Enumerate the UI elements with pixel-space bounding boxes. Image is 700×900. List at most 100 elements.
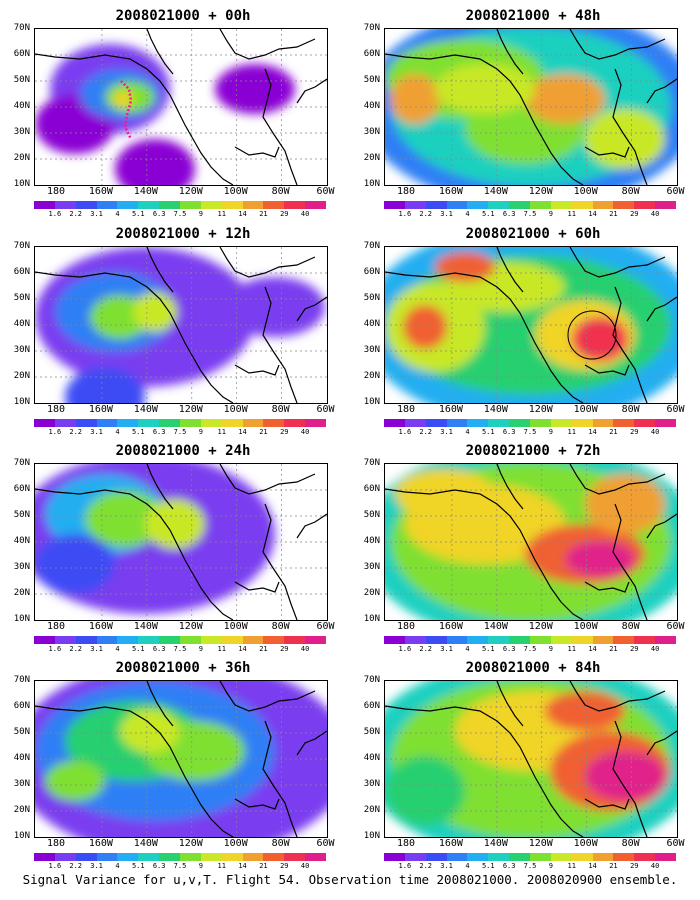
colorbar-swatch — [592, 419, 614, 427]
lon-tick-label: 120W — [528, 404, 553, 415]
colorbar-swatch — [96, 636, 118, 644]
lon-tick-label: 120W — [528, 838, 553, 849]
lon-tick-label: 80W — [621, 621, 640, 632]
lon-tick-label: 160W — [438, 621, 463, 632]
colorbar-label: 21 — [259, 862, 268, 870]
colorbar-label: 6.3 — [502, 862, 516, 870]
variance-contour — [120, 709, 180, 753]
colorbar-label: 40 — [650, 862, 660, 870]
colorbar-swatch — [34, 636, 55, 644]
colorbar-swatch — [634, 419, 656, 427]
variance-contour — [215, 64, 295, 114]
colorbar-label: 4 — [115, 645, 120, 653]
variance-contour — [395, 469, 495, 519]
colorbar-label: 11 — [217, 428, 226, 436]
colorbar-label: 21 — [609, 862, 618, 870]
colorbar-swatch — [634, 636, 656, 644]
lat-tick-label: 30N — [363, 779, 380, 789]
coastline — [35, 271, 234, 403]
colorbar-label: 5.1 — [131, 645, 145, 653]
variance-contour — [145, 499, 205, 549]
variance-contour — [585, 751, 665, 801]
variance-contour — [35, 534, 115, 594]
lat-tick-label: 60N — [363, 267, 380, 277]
coastline — [146, 247, 174, 293]
colorbar-swatch — [54, 419, 76, 427]
colorbar-swatch — [613, 636, 635, 644]
colorbar-swatch — [509, 201, 531, 209]
coastline — [262, 720, 298, 837]
variance-contour — [435, 252, 495, 282]
colorbar-label: 7.5 — [173, 210, 187, 218]
colorbar-label: 40 — [650, 645, 660, 653]
lon-tick-label: 60W — [666, 186, 685, 197]
colorbar-swatch — [284, 636, 306, 644]
lon-tick-label: 180 — [46, 186, 66, 197]
colorbar-label: 2.2 — [419, 645, 433, 653]
lat-tick-label: 50N — [363, 293, 380, 303]
colorbar-swatch — [159, 636, 181, 644]
colorbar-swatch — [425, 419, 447, 427]
coastline — [146, 29, 174, 75]
lon-tick-label: 60W — [666, 838, 685, 849]
coastline — [646, 78, 677, 104]
colorbar-swatch — [96, 201, 118, 209]
colorbar-swatch — [425, 853, 447, 861]
colorbar-label: 9 — [548, 645, 553, 653]
figure-caption: Signal Variance for u,v,T. Flight 54. Ob… — [22, 872, 678, 887]
colorbar-label: 14 — [588, 210, 597, 218]
coastline — [262, 503, 298, 620]
variance-field — [385, 464, 677, 620]
colorbar-swatch — [305, 419, 327, 427]
colorbar-swatch — [138, 419, 160, 427]
map-plot-area — [34, 246, 328, 404]
colorbar-label: 21 — [259, 645, 268, 653]
map-panel: 2008021000 + 60h 70N 60N 50N 40N 30N 20N 10N 180… — [352, 226, 685, 436]
variance-contour — [390, 74, 440, 124]
colorbar-label: 3.1 — [90, 645, 103, 653]
colorbar-swatch — [284, 419, 306, 427]
colorbar-swatch — [305, 201, 327, 209]
colorbar-label: 21 — [609, 428, 618, 436]
lon-tick-label: 140W — [133, 838, 158, 849]
lat-tick-label: 30N — [13, 345, 30, 355]
coastline — [612, 503, 648, 620]
colorbar-swatch — [571, 853, 593, 861]
lat-tick-label: 30N — [363, 562, 380, 572]
colorbar-label: 5.1 — [481, 862, 495, 870]
colorbar-label: 6.3 — [152, 428, 166, 436]
map-plot-area — [384, 463, 678, 621]
lon-tick-label: 80W — [621, 404, 640, 415]
coastline — [296, 296, 327, 322]
colorbar-label: 1.6 — [398, 210, 412, 218]
colorbar-swatch — [404, 636, 426, 644]
colorbar-swatch — [425, 636, 447, 644]
colorbar-swatch — [75, 853, 97, 861]
lon-tick-label: 180 — [46, 621, 66, 632]
map-plot-area — [384, 28, 678, 186]
coastline — [646, 513, 677, 539]
map-plot-area — [34, 463, 328, 621]
colorbar-label: 2.2 — [419, 210, 433, 218]
lon-tick-label: 60W — [316, 838, 335, 849]
lon-tick-label: 60W — [316, 186, 335, 197]
colorbar-label: 4 — [465, 428, 470, 436]
colorbar-label: 9 — [198, 862, 203, 870]
lon-tick-label: 80W — [271, 838, 290, 849]
colorbar-swatch — [263, 419, 285, 427]
colorbar-swatch — [384, 636, 405, 644]
coastline — [234, 798, 280, 810]
colorbar-label: 14 — [588, 645, 597, 653]
variance-contour — [65, 367, 145, 403]
colorbar-swatch — [634, 853, 656, 861]
colorbar-label: 21 — [609, 645, 618, 653]
colorbar-label: 3.1 — [90, 862, 103, 870]
lat-tick-label: 40N — [13, 536, 30, 546]
colorbar-label: 4 — [115, 862, 120, 870]
colorbar-label: 3.1 — [440, 862, 453, 870]
variance-contour — [525, 74, 605, 124]
colorbar-label: 29 — [280, 428, 289, 436]
lat-tick-label: 20N — [13, 588, 30, 598]
colorbar-swatch — [180, 201, 201, 209]
colorbar-swatch — [180, 636, 201, 644]
